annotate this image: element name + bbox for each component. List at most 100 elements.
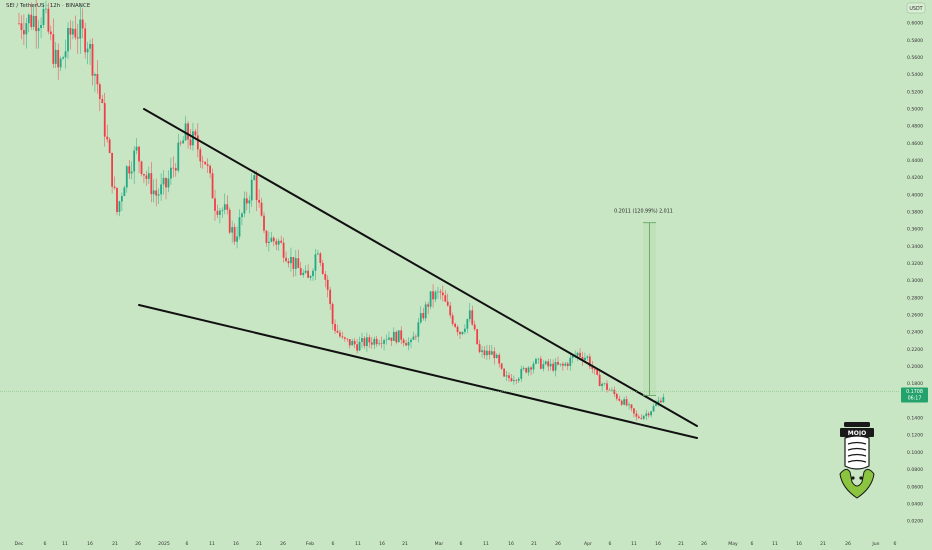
candle-body — [138, 146, 140, 162]
candle-body — [630, 404, 633, 409]
candle-body — [373, 338, 376, 345]
candle-body — [294, 258, 297, 269]
x-tick-label: 21 — [402, 541, 408, 547]
candle-body — [400, 330, 403, 340]
candle-body — [304, 270, 307, 273]
x-tick-label: 26 — [280, 541, 286, 547]
candle-body — [478, 344, 481, 353]
x-tick-label: May — [728, 541, 738, 547]
trendline-lower[interactable] — [138, 304, 698, 439]
candle-body — [579, 352, 581, 357]
x-tick-label: 6 — [751, 541, 754, 547]
candle-body — [147, 173, 150, 179]
candle-body — [390, 337, 393, 341]
candle-body — [81, 19, 84, 29]
measure-label: 0.2011 (120.99%) 2,011 — [614, 209, 673, 215]
candle-body — [493, 351, 496, 359]
candle-body — [559, 363, 562, 365]
x-tick-label: 11 — [631, 541, 637, 547]
x-tick-label: 6 — [609, 541, 612, 547]
candle-body — [640, 417, 643, 419]
y-tick-label: 0.0800 — [907, 467, 923, 473]
measure-tool[interactable]: 0.2011 (120.99%) 2,011 — [614, 209, 673, 396]
candle-body — [72, 28, 74, 35]
candle-body — [515, 380, 518, 381]
x-tick-label: Jun — [871, 541, 879, 547]
candle-body — [160, 184, 162, 195]
candle-body — [368, 337, 371, 343]
candle-body — [635, 413, 638, 417]
candle-body — [441, 292, 444, 296]
candle-body — [221, 209, 224, 211]
trendlines-layer — [138, 108, 698, 439]
candle-body — [201, 161, 204, 163]
y-tick-label: 0.0400 — [907, 501, 923, 507]
x-axis[interactable]: Dec 6 11 16 21 26 2025 6 11 16 21 26 Feb 6 11 16 21 Mar 6 1… — [15, 541, 897, 547]
x-tick-label: 11 — [483, 541, 489, 547]
candle-body — [385, 339, 388, 341]
candle-body — [652, 406, 655, 412]
candle-body — [45, 8, 47, 10]
candle-body — [253, 175, 256, 180]
candle-body — [562, 363, 564, 366]
x-tick-label: 26 — [701, 541, 707, 547]
x-tick-label: Feb — [306, 541, 314, 547]
candle-body — [25, 23, 28, 35]
candle-body — [84, 28, 87, 53]
candle-body — [361, 338, 363, 342]
candle-body — [397, 330, 400, 343]
y-tick-label: 0.2200 — [907, 347, 923, 353]
x-tick-label: 16 — [508, 541, 514, 547]
y-axis[interactable]: 0.6000 0.5800 0.5600 0.5400 0.5200 0.5000 0.48… — [907, 21, 923, 525]
candle-body — [343, 337, 346, 339]
candle-body — [40, 25, 42, 29]
x-tick-label: 21 — [820, 541, 826, 547]
candle-body — [481, 350, 483, 353]
candle-body — [91, 43, 94, 76]
x-tick-label: 26 — [555, 541, 561, 547]
candle-body — [42, 9, 45, 26]
candle-body — [143, 174, 145, 176]
candle-body — [277, 240, 280, 245]
candle-body — [405, 343, 407, 346]
y-tick-label: 0.2400 — [907, 330, 923, 336]
candle-body — [662, 396, 665, 403]
x-tick-label: 6 — [44, 541, 47, 547]
candle-body — [383, 340, 385, 344]
candle-body — [547, 361, 550, 367]
candle-body — [219, 210, 221, 215]
candle-body — [596, 369, 599, 375]
candle-body — [356, 344, 358, 351]
candle-body — [510, 378, 513, 382]
candle-body — [204, 161, 207, 165]
candle-body — [32, 15, 35, 27]
candle-body — [172, 167, 175, 169]
candle-body — [74, 28, 77, 38]
x-tick-label: Dec — [15, 541, 24, 547]
candle-body — [86, 48, 89, 53]
y-tick-label: 0.3200 — [907, 261, 923, 267]
unit-label-box[interactable]: USDT — [906, 2, 926, 14]
trendline-upper[interactable] — [143, 108, 698, 427]
candle-body — [660, 400, 662, 403]
candle-body — [245, 198, 248, 204]
candle-body — [250, 179, 253, 201]
candle-body — [199, 149, 202, 162]
candle-body — [508, 375, 510, 379]
candle-body — [437, 291, 439, 293]
candle-body — [392, 331, 395, 341]
candle-body — [505, 375, 508, 377]
candle-body — [415, 336, 417, 338]
candle-body — [620, 400, 623, 405]
candle-body — [155, 190, 158, 196]
candle-body — [513, 380, 515, 382]
x-tick-label: Apr — [584, 541, 592, 547]
candle-body — [498, 354, 501, 364]
x-tick-label: 6 — [460, 541, 463, 547]
candle-body — [324, 273, 327, 280]
y-tick-label: 0.1000 — [907, 450, 923, 456]
candle-body — [268, 241, 270, 243]
y-tick-label: 0.0200 — [907, 519, 923, 525]
x-tick-label: 6 — [186, 541, 189, 547]
